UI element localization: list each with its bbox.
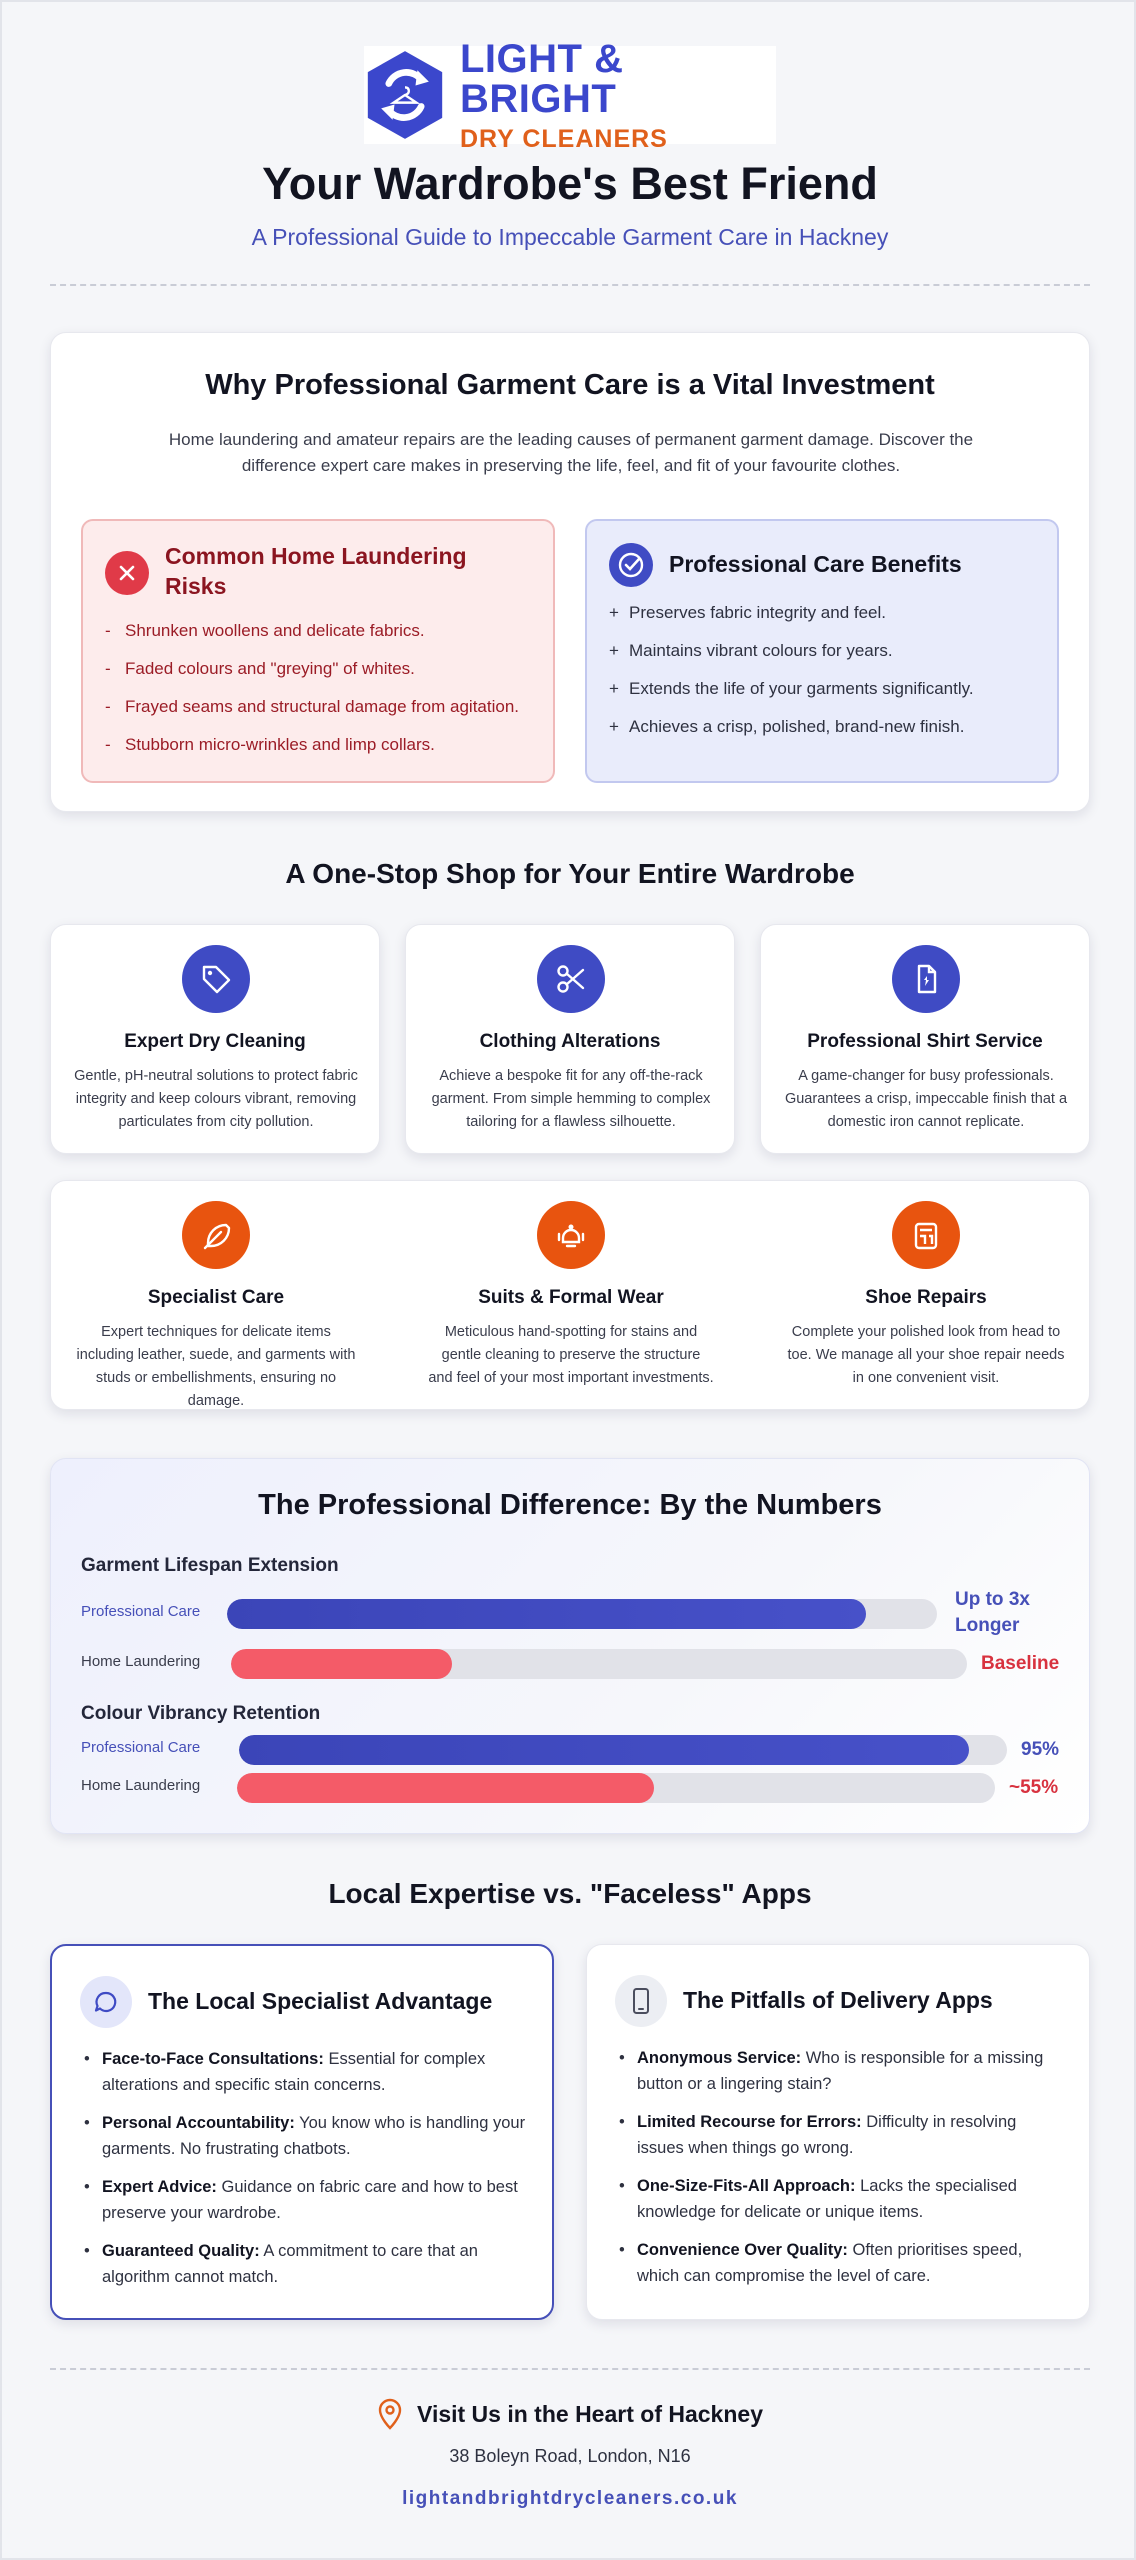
bar-track bbox=[239, 1735, 1007, 1765]
scissors-icon bbox=[537, 945, 605, 1013]
bar-label: Professional Care bbox=[81, 1739, 201, 1756]
metric-title: Colour Vibrancy Retention bbox=[81, 1703, 321, 1724]
bar-track bbox=[227, 1599, 937, 1629]
chat-bubble-icon bbox=[80, 1976, 132, 2028]
map-pin-icon bbox=[378, 2398, 402, 2430]
bar-fill-lifespan-pro bbox=[227, 1599, 866, 1629]
bar-value: ~55% bbox=[1009, 1777, 1059, 1798]
bar-track bbox=[237, 1773, 995, 1803]
list-item: - Stubborn micro-wrinkles and limp collar… bbox=[105, 735, 435, 754]
services-title: A One-Stop Shop for Your Entire Wardrobe bbox=[285, 858, 855, 889]
divider bbox=[50, 284, 1090, 286]
suit-icon bbox=[537, 1201, 605, 1269]
bar-value: 95% bbox=[1021, 1739, 1060, 1760]
benefits-box: Professional Care Benefits + Preserves fa… bbox=[585, 519, 1059, 783]
list-item: Personal Accountability: You know who is… bbox=[80, 2110, 530, 2162]
bar-value: Up to 3x Longer bbox=[955, 1589, 1030, 1636]
brand-tagline: DRY CLEANERS bbox=[460, 124, 668, 153]
service-card-specialist: Specialist Care Expert techniques for de… bbox=[51, 1181, 381, 1411]
investment-section: Why Professional Garment Care is a Vital… bbox=[50, 332, 1090, 812]
page-title: Your Wardrobe's Best Friend bbox=[262, 158, 878, 209]
service-card-suits: Suits & Formal Wear Meticulous hand-spot… bbox=[406, 1181, 736, 1411]
service-card-shoes: Shoe Repairs Complete your polished look… bbox=[761, 1181, 1091, 1411]
investment-title: Why Professional Garment Care is a Vital… bbox=[205, 369, 935, 401]
service-card-dry-cleaning: Expert Dry Cleaning Gentle, pH-neutral s… bbox=[50, 924, 380, 1154]
list-item: - Frayed seams and structural damage from… bbox=[105, 697, 520, 716]
divider bbox=[50, 2368, 1090, 2370]
smartphone-icon bbox=[615, 1975, 667, 2027]
service-card-shirts: Professional Shirt Service A game-change… bbox=[760, 924, 1090, 1154]
bar-value: Baseline bbox=[981, 1653, 1060, 1674]
bar-label: Professional Care bbox=[81, 1603, 201, 1620]
tag-icon bbox=[182, 945, 250, 1013]
list-item: + Preserves fabric integrity and feel. bbox=[609, 603, 887, 622]
bar-label: Home Laundering bbox=[81, 1777, 201, 1794]
list-item: One-Size-Fits-All Approach: Lacks the sp… bbox=[615, 2173, 1065, 2225]
local-advantage-card: The Local Specialist Advantage Face-to-F… bbox=[50, 1944, 554, 2320]
risks-title: Common Home Laundering Risks bbox=[165, 543, 467, 599]
list-item: Anonymous Service: Who is responsible fo… bbox=[615, 2045, 1065, 2097]
bar-fill-colour-pro bbox=[239, 1735, 969, 1765]
recycle-hanger-icon bbox=[367, 51, 443, 139]
bar-label: Home Laundering bbox=[81, 1653, 201, 1670]
list-item: + Extends the life of your garments signi… bbox=[609, 679, 974, 698]
website-link[interactable]: lightandbrightdrycleaners.co.uk bbox=[402, 2488, 738, 2509]
page-subtitle: A Professional Guide to Impeccable Garme… bbox=[251, 224, 889, 250]
bar-fill-colour-home bbox=[237, 1773, 654, 1803]
metric-title: Garment Lifespan Extension bbox=[81, 1555, 339, 1576]
delivery-apps-card: The Pitfalls of Delivery Apps Anonymous … bbox=[586, 1944, 1090, 2320]
compare-title: Local Expertise vs. "Faceless" Apps bbox=[328, 1878, 812, 1909]
services-row-2: Specialist Care Expert techniques for de… bbox=[50, 1180, 1090, 1410]
list-item: Expert Advice: Guidance on fabric care a… bbox=[80, 2174, 530, 2226]
footer-address: 38 Boleyn Road, London, N16 bbox=[449, 2446, 691, 2466]
list-item: Guaranteed Quality: A commitment to care… bbox=[80, 2238, 530, 2290]
brand-logo: LIGHT & BRIGHT DRY CLEANERS bbox=[364, 39, 776, 151]
bar-track bbox=[231, 1649, 967, 1679]
list-item: Limited Recourse for Errors: Difficulty … bbox=[615, 2109, 1065, 2161]
list-item: + Maintains vibrant colours for years. bbox=[609, 641, 893, 660]
feather-icon bbox=[182, 1201, 250, 1269]
brand-name: LIGHT & BRIGHT bbox=[460, 36, 624, 121]
shirt-icon bbox=[892, 945, 960, 1013]
list-item: Convenience Over Quality: Often prioriti… bbox=[615, 2237, 1065, 2289]
list-item: + Achieves a crisp, polished, brand-new f… bbox=[609, 717, 965, 736]
numbers-title: The Professional Difference: By the Numb… bbox=[258, 1489, 882, 1521]
list-item: Face-to-Face Consultations: Essential fo… bbox=[80, 2046, 530, 2098]
risks-box: Common Home Laundering Risks - Shrunken w… bbox=[81, 519, 555, 783]
benefits-title: Professional Care Benefits bbox=[669, 551, 962, 577]
list-item: - Faded colours and "greying" of whites. bbox=[105, 659, 415, 678]
investment-text: Home laundering and amateur repairs are … bbox=[168, 430, 974, 475]
list-item: - Shrunken woollens and delicate fabrics. bbox=[105, 621, 425, 640]
bar-fill-lifespan-home bbox=[231, 1649, 452, 1679]
check-circle-icon bbox=[609, 543, 653, 587]
numbers-section: The Professional Difference: By the Numb… bbox=[50, 1458, 1090, 1834]
footer-title: Visit Us in the Heart of Hackney bbox=[2, 2398, 1136, 2430]
shoe-icon bbox=[892, 1201, 960, 1269]
service-card-alterations: Clothing Alterations Achieve a bespoke f… bbox=[405, 924, 735, 1154]
compare-section: The Local Specialist Advantage Face-to-F… bbox=[50, 1944, 1090, 2320]
x-circle-icon bbox=[105, 551, 149, 595]
